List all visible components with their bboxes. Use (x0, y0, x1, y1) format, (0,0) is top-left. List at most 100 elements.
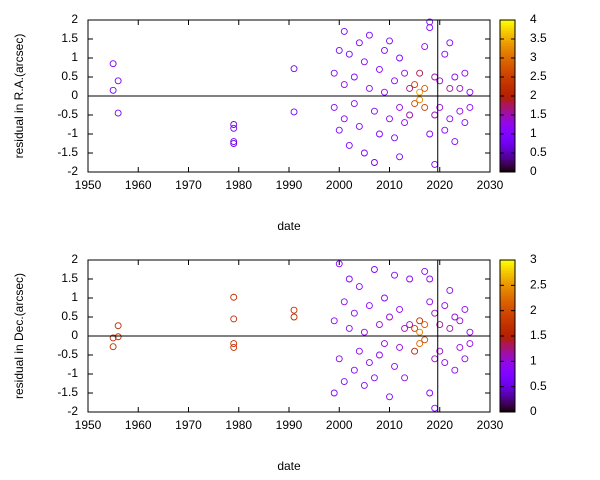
colorbar-tick-label: 0 (530, 164, 537, 178)
colorbar-swatch (500, 396, 515, 400)
colorbar-swatch (500, 330, 515, 334)
point (370, 374, 378, 382)
y-axis-label: residual in Dec.(arcsec) (12, 273, 26, 399)
colorbar-swatch (500, 156, 515, 160)
point (436, 321, 444, 329)
point (335, 260, 343, 268)
colorbar-swatch (500, 37, 515, 41)
colorbar-swatch (500, 404, 515, 408)
colorbar-swatch (500, 303, 515, 307)
colorbar-swatch (500, 260, 515, 264)
point (401, 324, 409, 332)
colorbar-swatch (500, 111, 515, 115)
point (386, 115, 393, 123)
point (426, 24, 434, 32)
colorbar-swatch (500, 318, 515, 322)
point (396, 153, 403, 161)
point (456, 84, 464, 92)
colorbar-swatch (500, 161, 515, 165)
y-tick-label: -1 (67, 366, 78, 380)
point (386, 393, 393, 401)
colorbar-tick-label: 1 (530, 126, 537, 140)
colorbar-swatch (500, 118, 515, 122)
point (340, 378, 348, 386)
colorbar-tick-label: 4 (530, 12, 537, 26)
y-tick-label: 0.5 (61, 69, 78, 83)
point (456, 317, 464, 325)
point (355, 39, 363, 47)
point (340, 81, 348, 89)
point (109, 60, 117, 68)
colorbar-swatch (500, 113, 515, 117)
plot-frame (87, 19, 491, 173)
colorbar-swatch (500, 270, 515, 274)
point (376, 321, 383, 329)
colorbar-swatch (500, 73, 515, 77)
y-tick-label: 1.5 (61, 271, 78, 285)
y-tick-label: 0 (71, 88, 78, 102)
colorbar-swatch (500, 343, 515, 347)
colorbar-swatch (500, 96, 515, 100)
point (391, 77, 398, 85)
point (461, 119, 469, 127)
colorbar-swatch (500, 103, 515, 107)
point (381, 88, 388, 96)
colorbar-swatch (500, 374, 515, 378)
point (114, 322, 122, 330)
point (421, 267, 429, 275)
colorbar-swatch (500, 101, 515, 105)
colorbar-swatch (500, 381, 515, 385)
point (416, 96, 424, 104)
colorbar-swatch (500, 42, 515, 46)
point (416, 340, 424, 348)
point (406, 321, 414, 329)
point (340, 298, 348, 306)
colorbar-swatch (500, 298, 515, 302)
point (396, 54, 403, 62)
point (451, 73, 459, 81)
x-tick-label: 1980 (225, 178, 252, 192)
point (350, 309, 358, 317)
colorbar-swatch (500, 128, 515, 132)
colorbar-swatch (500, 144, 515, 148)
point (381, 340, 388, 348)
colorbar-tick-label: 0.5 (530, 145, 547, 159)
point (431, 160, 439, 168)
colorbar-swatch (500, 88, 515, 92)
point (365, 84, 373, 92)
point (431, 309, 439, 317)
point (114, 333, 122, 341)
colorbar-swatch (500, 267, 515, 271)
colorbar-swatch (500, 285, 515, 289)
point (335, 46, 343, 54)
point (401, 374, 409, 382)
point (411, 347, 419, 355)
point (446, 286, 454, 294)
point (335, 355, 343, 363)
point (441, 50, 449, 58)
x-tick-label: 1970 (175, 418, 202, 432)
colorbar-swatch (500, 346, 515, 350)
colorbar-tick-label: 2.5 (530, 278, 547, 292)
point (431, 355, 439, 363)
colorbar-swatch (500, 338, 515, 342)
point (436, 103, 444, 111)
point (441, 126, 449, 134)
point (350, 366, 358, 374)
point (230, 340, 238, 348)
colorbar-swatch (500, 58, 515, 62)
colorbar-swatch (500, 121, 515, 125)
point (345, 324, 353, 332)
point (411, 324, 419, 332)
colorbar-swatch (500, 333, 515, 337)
point (114, 109, 122, 117)
y-tick-label: -1.5 (57, 385, 78, 399)
point (376, 351, 383, 359)
y-tick-label: -1 (67, 126, 78, 140)
colorbar-swatch (500, 308, 515, 312)
point (406, 275, 414, 283)
colorbar-swatch (500, 60, 515, 64)
point (376, 65, 383, 73)
colorbar-swatch (500, 275, 515, 279)
colorbar-swatch (500, 164, 515, 168)
